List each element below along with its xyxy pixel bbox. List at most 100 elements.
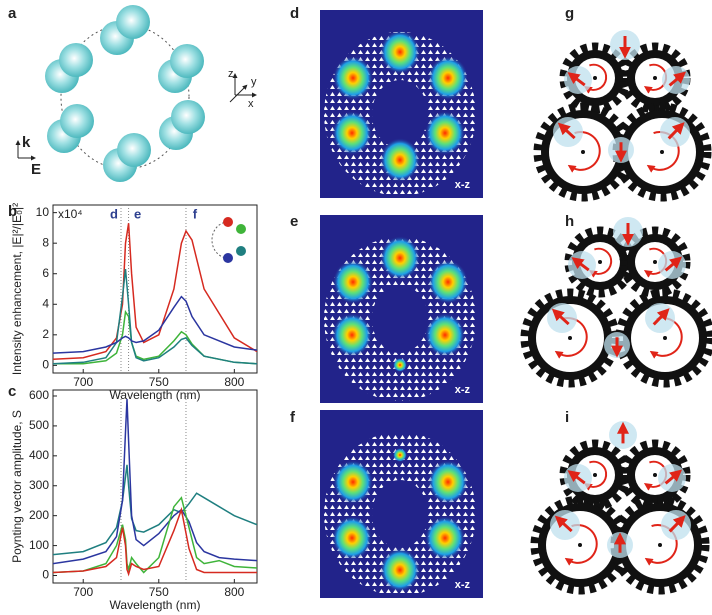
inset-dot	[236, 224, 246, 234]
gear-hub	[653, 473, 657, 477]
hotspot	[380, 138, 420, 182]
dipole-arrow	[567, 72, 586, 87]
x-tick-label: 800	[224, 375, 244, 389]
sphere	[59, 43, 93, 77]
marker-label: f	[193, 206, 198, 221]
inset-arc	[211, 221, 229, 259]
panel-label: g	[565, 5, 574, 22]
hotspot	[332, 313, 372, 357]
sphere	[170, 44, 204, 78]
x-axis-title: Wavelength (nm)	[110, 598, 201, 612]
series-line	[53, 496, 257, 574]
gear-hub	[663, 336, 667, 340]
rotation-arrow	[567, 131, 601, 173]
plot-frame	[52, 204, 258, 374]
gear-teeth	[612, 102, 712, 202]
axis-label: x	[248, 98, 254, 110]
hotspot	[333, 260, 373, 304]
hotspot	[428, 460, 468, 504]
dipole-arrow	[571, 257, 590, 272]
y-tick-label: 0	[42, 358, 49, 372]
axis-label: z	[228, 68, 234, 80]
x-tick-label: 700	[73, 375, 93, 389]
panel-label: h	[565, 213, 574, 230]
x-axis-title: Wavelength (nm)	[110, 388, 201, 402]
panel-label: b	[8, 203, 17, 220]
series-line	[53, 309, 257, 365]
series-line	[53, 506, 257, 577]
map-label: x-z	[455, 384, 471, 396]
gear-teeth	[615, 288, 712, 388]
gear-hub	[568, 336, 572, 340]
hotspot	[332, 111, 372, 155]
x-tick-label: 750	[149, 585, 169, 599]
hotspot	[393, 358, 407, 372]
hotspot	[380, 30, 420, 74]
dipole-arrow	[667, 122, 685, 140]
rotation-arrow	[564, 524, 598, 566]
marker-label: e	[134, 206, 141, 221]
gear-hub	[653, 260, 657, 264]
e-label: E	[31, 161, 41, 178]
dipole-arrow	[551, 308, 570, 326]
y-tick-label: 300	[29, 478, 49, 492]
y-tick-label: 100	[29, 538, 49, 552]
y-tick-label: 500	[29, 418, 49, 432]
inset-dot	[223, 217, 233, 227]
x-tick-label: 700	[73, 585, 93, 599]
series-line	[53, 464, 257, 556]
hotspot	[380, 236, 420, 280]
gear-hub	[598, 260, 602, 264]
panel-label: i	[565, 409, 569, 426]
hotspot	[425, 111, 465, 155]
gear-hub	[593, 76, 597, 80]
gear-hub	[578, 543, 582, 547]
panel-label: e	[290, 213, 298, 230]
inset-dot	[223, 253, 233, 263]
x-tick-label: 800	[224, 585, 244, 599]
map-label: x-z	[455, 579, 471, 591]
map-label: x-z	[455, 179, 471, 191]
dipole-arrow	[668, 515, 686, 533]
dipole-arrow	[668, 71, 687, 87]
sphere	[116, 5, 150, 39]
panel-label: f	[290, 409, 296, 426]
y-tick-label: 2	[42, 327, 49, 341]
y-tick-label: 4	[42, 296, 49, 310]
gear-hub	[593, 473, 597, 477]
y-tick-label: 0	[42, 568, 49, 582]
hotspot	[425, 516, 465, 560]
y-tick-label: 400	[29, 448, 49, 462]
hotspot	[428, 56, 468, 100]
series-line	[53, 223, 257, 361]
dipole-arrow	[652, 308, 670, 326]
k-label: k	[22, 134, 31, 151]
hotspot	[393, 448, 407, 462]
dipole-arrow	[664, 469, 683, 485]
inset-dot	[236, 246, 246, 256]
x-tick-label: 750	[149, 375, 169, 389]
hotspot	[425, 313, 465, 357]
hotspot	[332, 516, 372, 560]
dipole-arrow	[664, 256, 683, 272]
axis-label: y	[251, 76, 257, 88]
dipole-arrow	[567, 470, 586, 485]
marker-label: d	[110, 206, 118, 221]
axis-arrow	[229, 84, 248, 103]
multiplier: x10⁴	[58, 207, 83, 221]
sphere	[171, 100, 205, 134]
y-tick-label: 200	[29, 508, 49, 522]
y-axis-title: Poynting vector amplitude, S	[10, 410, 24, 563]
gear-hub	[581, 150, 585, 154]
gear-teeth	[610, 495, 710, 595]
y-tick-label: 8	[42, 235, 49, 249]
dipole-arrow	[557, 122, 576, 140]
y-tick-label: 6	[42, 266, 49, 280]
panel-label: a	[8, 5, 17, 22]
rotation-arrow	[583, 460, 608, 491]
rotation-arrow	[588, 247, 613, 278]
rotation-arrow	[583, 63, 608, 94]
panel-label: c	[8, 383, 16, 400]
hotspot	[333, 56, 373, 100]
